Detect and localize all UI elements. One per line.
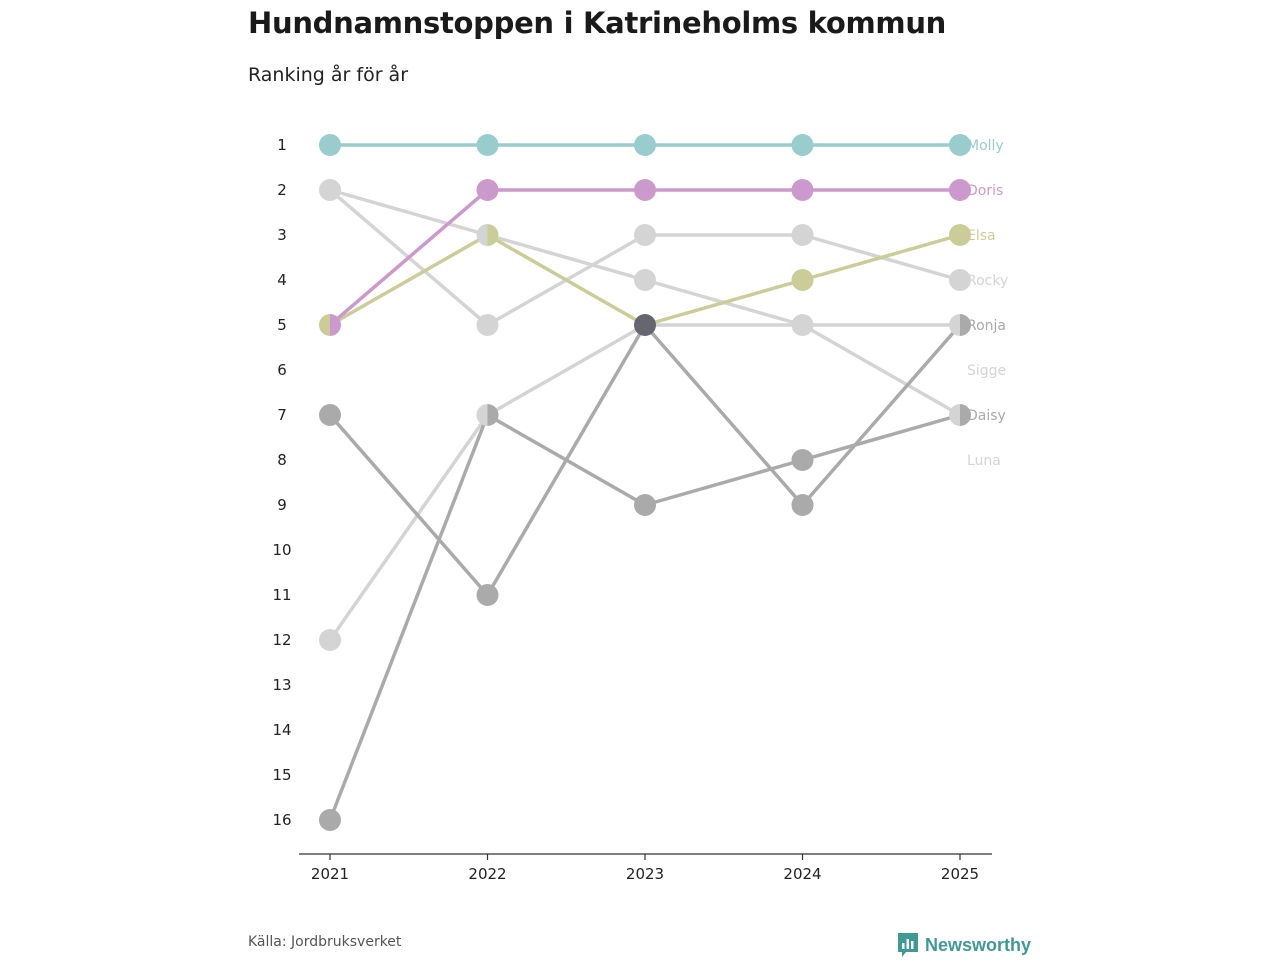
series-line-sigge [328, 188, 962, 327]
point-molly-2024 [791, 134, 814, 156]
point-daisy-2024 [791, 494, 814, 516]
point-doris-2024 [791, 179, 814, 201]
point-doris-2021 [330, 314, 341, 336]
y-tick-label: 9 [277, 496, 287, 514]
series-label-daisy: Daisy [967, 408, 1006, 424]
point-doris-2025 [949, 179, 971, 201]
point-ronja-2021 [319, 809, 341, 831]
point-molly-2022 [476, 134, 499, 156]
y-tick-label: 8 [277, 451, 287, 469]
point-daisy-2021 [319, 404, 341, 426]
point-sigge-2024 [791, 224, 814, 246]
newsworthy-logo[interactable]: Newsworthy [897, 932, 1031, 958]
point-overlap-2023 [634, 314, 656, 336]
point-sigge-2025 [949, 269, 971, 291]
chart-subtitle: Ranking år för år [248, 64, 409, 86]
point-sigge-2022 [476, 314, 499, 336]
point-ronja-2022 [487, 404, 499, 426]
x-tick-label: 2021 [311, 865, 349, 883]
point-sigge-rocky-2021 [319, 179, 341, 201]
point-ronja-2025 [960, 404, 971, 426]
x-tick-label: 2022 [468, 865, 506, 883]
point-elsa-2025 [949, 224, 971, 246]
y-tick-label: 2 [277, 181, 287, 199]
y-tick-label: 1 [277, 136, 287, 154]
series-label-sigge: Sigge [967, 363, 1006, 379]
point-ronja-2024 [791, 449, 814, 471]
y-tick-label: 10 [272, 541, 291, 559]
series-label-rocky: Rocky [967, 273, 1008, 289]
newsworthy-logo-icon [898, 933, 918, 957]
point-molly-2025 [949, 134, 971, 156]
y-tick-label: 5 [277, 316, 287, 334]
series-line-daisy [328, 323, 962, 597]
point-ronja-2023 [634, 494, 656, 516]
point-molly-2021 [319, 134, 341, 156]
y-tick-label: 4 [277, 271, 287, 289]
y-tick-label: 15 [272, 766, 291, 784]
point-luna-2021 [319, 629, 341, 651]
source-note: Källa: Jordbruksverket [248, 934, 402, 950]
y-tick-label: 12 [272, 631, 291, 649]
point-elsa-2022 [487, 224, 499, 246]
point-elsa-2024 [791, 269, 814, 291]
y-tick-label: 16 [272, 811, 291, 829]
x-tick-label: 2024 [783, 865, 821, 883]
series-label-doris: Doris [967, 183, 1003, 199]
y-tick-label: 3 [277, 226, 287, 244]
series-label-luna: Luna [967, 453, 1001, 469]
point-molly-2023 [634, 134, 656, 156]
y-tick-label: 14 [272, 721, 291, 739]
point-luna-2022 [476, 404, 488, 426]
point-luna-2025 [949, 314, 960, 336]
point-daisy-2025 [960, 314, 971, 336]
series-label-molly: Molly [967, 138, 1004, 154]
x-tick-label: 2023 [626, 865, 664, 883]
y-tick-label: 11 [272, 586, 291, 604]
point-daisy-2022 [476, 584, 499, 606]
point-rocky-2025 [949, 404, 960, 426]
y-tick-label: 13 [272, 676, 291, 694]
series-line-rocky [328, 188, 962, 417]
series-line-luna [328, 323, 962, 642]
point-sigge-2023 [634, 224, 656, 246]
series-label-elsa: Elsa [967, 228, 996, 244]
logo-text: Newsworthy [925, 934, 1032, 955]
point-rocky-2023 [634, 269, 656, 291]
point-elsa-2021 [319, 314, 330, 336]
point-doris-2022 [476, 179, 499, 201]
x-tick-label: 2025 [941, 865, 979, 883]
chart-title: Hundnamnstoppen i Katrineholms kommun [248, 6, 947, 40]
series-line-doris [328, 188, 962, 327]
y-tick-label: 7 [277, 406, 287, 424]
point-doris-2023 [634, 179, 656, 201]
series-label-ronja: Ronja [967, 318, 1006, 334]
series-line-ronja [328, 413, 962, 822]
point-luna-rocky-2024 [791, 314, 814, 336]
y-tick-label: 6 [277, 361, 287, 379]
point-rocky-2022 [476, 224, 488, 246]
